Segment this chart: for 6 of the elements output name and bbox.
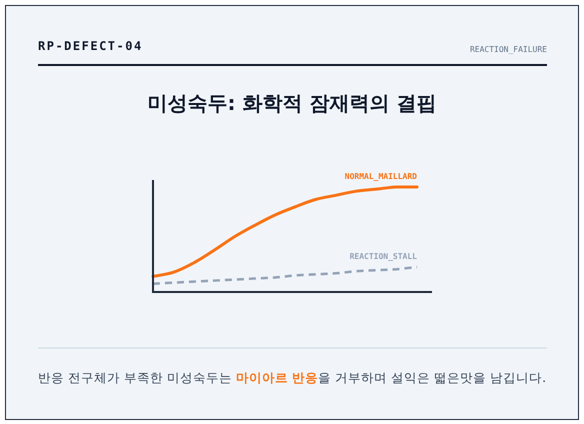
- series-label: NORMAL_MAILLARD: [344, 172, 418, 181]
- text: 반응 전구체가 부족한 미성숙두는 마이아르 반응을 거부하며 설익은 떫은맛을 남깁니다.: [38, 370, 546, 385]
- text: RP-DEFECT-04: [38, 39, 143, 53]
- series-label: REACTION_STALL: [350, 252, 418, 262]
- chart-title: 미성숙두: 화학적 잠재력의 결핍: [148, 91, 436, 115]
- text: REACTION_FAILURE: [470, 45, 548, 54]
